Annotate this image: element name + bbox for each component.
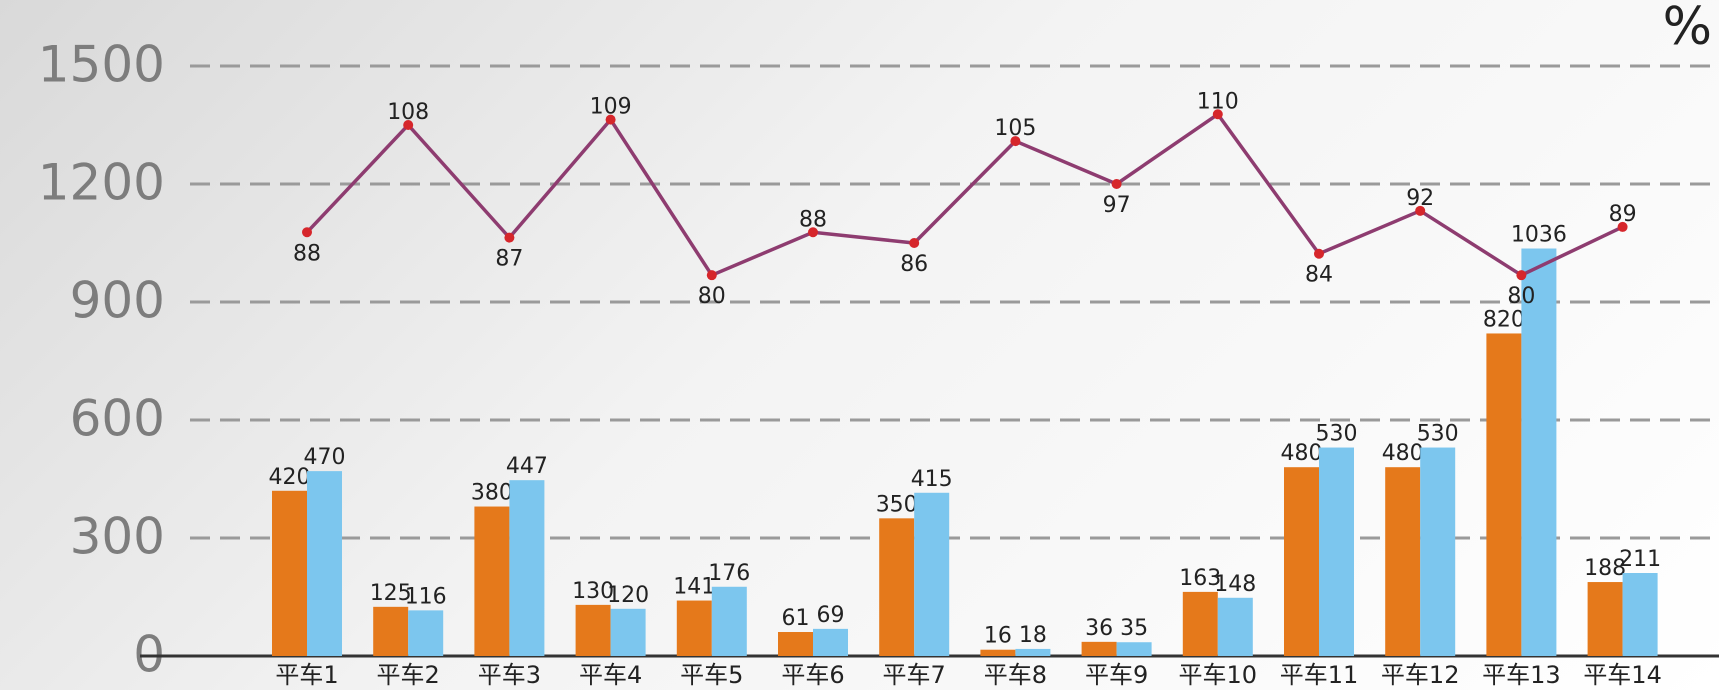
data-label: 470: [304, 445, 346, 470]
data-label: 86: [900, 252, 928, 277]
bar: [914, 493, 949, 656]
bar: [272, 491, 307, 656]
data-label: 89: [1609, 202, 1637, 227]
line-marker: [909, 238, 919, 248]
bar: [712, 587, 747, 656]
x-tick-label: 平车11: [1280, 661, 1359, 689]
y-tick-label: 1200: [38, 154, 165, 212]
line-marker: [302, 227, 312, 237]
y-tick-label: 300: [70, 508, 165, 566]
data-label: 530: [1417, 422, 1459, 447]
line-marker: [504, 233, 514, 243]
x-tick-label: 平车1: [275, 661, 338, 689]
bar: [1486, 333, 1521, 656]
data-label: 35: [1120, 616, 1148, 641]
x-tick-label: 平车7: [883, 661, 946, 689]
data-label: 16: [984, 624, 1012, 649]
data-label: 87: [495, 247, 523, 272]
x-tick-label: 平车12: [1381, 661, 1460, 689]
bar: [1588, 582, 1623, 656]
data-label: 108: [387, 100, 429, 125]
bar: [813, 629, 848, 656]
bar: [611, 609, 646, 656]
x-tick-label: 平车3: [478, 661, 541, 689]
bar: [1117, 642, 1152, 656]
data-label: 350: [876, 492, 918, 517]
data-label: 176: [708, 561, 750, 586]
data-label: 530: [1316, 422, 1358, 447]
data-label: 92: [1406, 186, 1434, 211]
data-label: 80: [698, 284, 726, 309]
bar: [408, 610, 443, 656]
bar: [307, 471, 342, 656]
x-tick-label: 平车6: [781, 661, 844, 689]
bar: [1015, 649, 1050, 656]
x-tick-label: 平车10: [1179, 661, 1258, 689]
x-tick-label: 平车13: [1482, 661, 1561, 689]
line-marker: [1516, 270, 1526, 280]
bar: [677, 601, 712, 656]
x-tick-label: 平车5: [680, 661, 743, 689]
x-tick-label: 平车2: [377, 661, 440, 689]
chart: % 03006009001200150042012538013014161350…: [0, 0, 1719, 690]
data-label: 69: [817, 603, 845, 628]
data-label: 116: [405, 584, 447, 609]
data-label: 36: [1085, 616, 1113, 641]
data-label: 80: [1507, 284, 1535, 309]
data-label: 415: [911, 467, 953, 492]
x-tick-label: 平车14: [1583, 661, 1662, 689]
bar: [1082, 642, 1117, 656]
data-label: 61: [782, 606, 810, 631]
bar: [1183, 592, 1218, 656]
data-label: 1036: [1511, 223, 1567, 248]
bar: [1319, 448, 1354, 656]
line-marker: [707, 270, 717, 280]
data-label: 18: [1019, 623, 1047, 648]
y-tick-label: 600: [70, 390, 165, 448]
y-tick-label: 900: [70, 272, 165, 330]
y2-axis-label: %: [1663, 0, 1712, 57]
bar: [1623, 573, 1658, 656]
data-label: 380: [471, 481, 513, 506]
data-label: 148: [1214, 572, 1256, 597]
data-label: 447: [506, 454, 548, 479]
bar: [980, 650, 1015, 656]
bar: [1385, 467, 1420, 656]
line-marker: [1314, 249, 1324, 259]
data-label: 109: [590, 95, 632, 120]
x-tick-label: 平车9: [1085, 661, 1148, 689]
bar: [576, 605, 611, 656]
data-label: 88: [293, 241, 321, 266]
data-label: 820: [1483, 307, 1525, 332]
data-label: 88: [799, 207, 827, 232]
bar: [1284, 467, 1319, 656]
bar: [509, 480, 544, 656]
data-label: 110: [1197, 89, 1239, 114]
bar: [1420, 448, 1455, 656]
data-label: 211: [1619, 547, 1661, 572]
data-label: 120: [607, 583, 649, 608]
x-tick-label: 平车4: [579, 661, 642, 689]
data-label: 97: [1103, 193, 1131, 218]
bar: [373, 607, 408, 656]
bar: [778, 632, 813, 656]
bar: [474, 507, 509, 656]
bar: [1218, 598, 1253, 656]
bar: [1521, 249, 1556, 656]
data-label: 105: [994, 116, 1036, 141]
bar: [879, 518, 914, 656]
y-tick-label: 1500: [38, 36, 165, 94]
x-tick-label: 平车8: [984, 661, 1047, 689]
line-marker: [1112, 179, 1122, 189]
data-label: 84: [1305, 263, 1333, 288]
